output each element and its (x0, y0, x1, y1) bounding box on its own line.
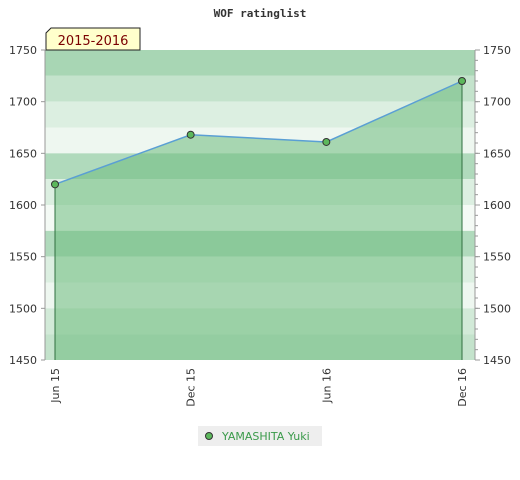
series-area (55, 81, 462, 360)
right-tick-label: 1700 (483, 96, 511, 109)
legend-series-name: YAMASHITA Yuki (221, 430, 310, 443)
background-band (45, 75, 475, 102)
right-tick-label: 1750 (483, 44, 511, 57)
data-point (51, 180, 59, 189)
right-tick-label: 1600 (483, 199, 511, 212)
period-badge-box (45, 27, 141, 51)
legend-marker (205, 432, 213, 440)
area-layer (55, 81, 462, 360)
period-badge-label: 2015-2016 (58, 34, 129, 49)
left-tick-label: 1500 (9, 302, 37, 315)
right-tick-label: 1550 (483, 251, 511, 264)
left-tick-label: 1450 (9, 354, 37, 367)
data-point (186, 130, 195, 139)
background-band (45, 50, 475, 76)
data-point (458, 77, 466, 85)
left-tick-label: 1700 (9, 96, 37, 109)
x-ticks: Jun 15 Dec 15 Jun 16 Dec 16 (49, 368, 469, 407)
series-line (54, 80, 463, 186)
right-tick-label: 1650 (483, 147, 511, 160)
right-y-ticks: 1450 1500 1550 1600 1650 1700 1750 (475, 44, 511, 367)
series-line-layer (54, 80, 463, 186)
right-tick-label: 1500 (483, 302, 511, 315)
drop-lines (54, 81, 463, 360)
x-tick-label: Dec 16 (456, 368, 469, 407)
left-tick-label: 1750 (9, 44, 37, 57)
x-tick-label: Jun 15 (49, 368, 62, 404)
period-badge: 2015-2016 (45, 27, 141, 51)
left-tick-label: 1600 (9, 199, 37, 212)
legend-box (198, 426, 322, 446)
left-y-ticks: 1450 1500 1550 1600 1650 1700 1750 (9, 44, 45, 367)
x-tick-label: Jun 16 (320, 368, 333, 404)
right-tick-label: 1450 (483, 354, 511, 367)
left-tick-label: 1550 (9, 251, 37, 264)
legend: YAMASHITA Yuki (198, 426, 322, 446)
chart-title: WOF ratinglist (214, 7, 307, 20)
series-markers (51, 77, 466, 189)
left-tick-label: 1650 (9, 147, 37, 160)
x-tick-label: Dec 15 (185, 368, 198, 407)
data-point (322, 137, 331, 146)
